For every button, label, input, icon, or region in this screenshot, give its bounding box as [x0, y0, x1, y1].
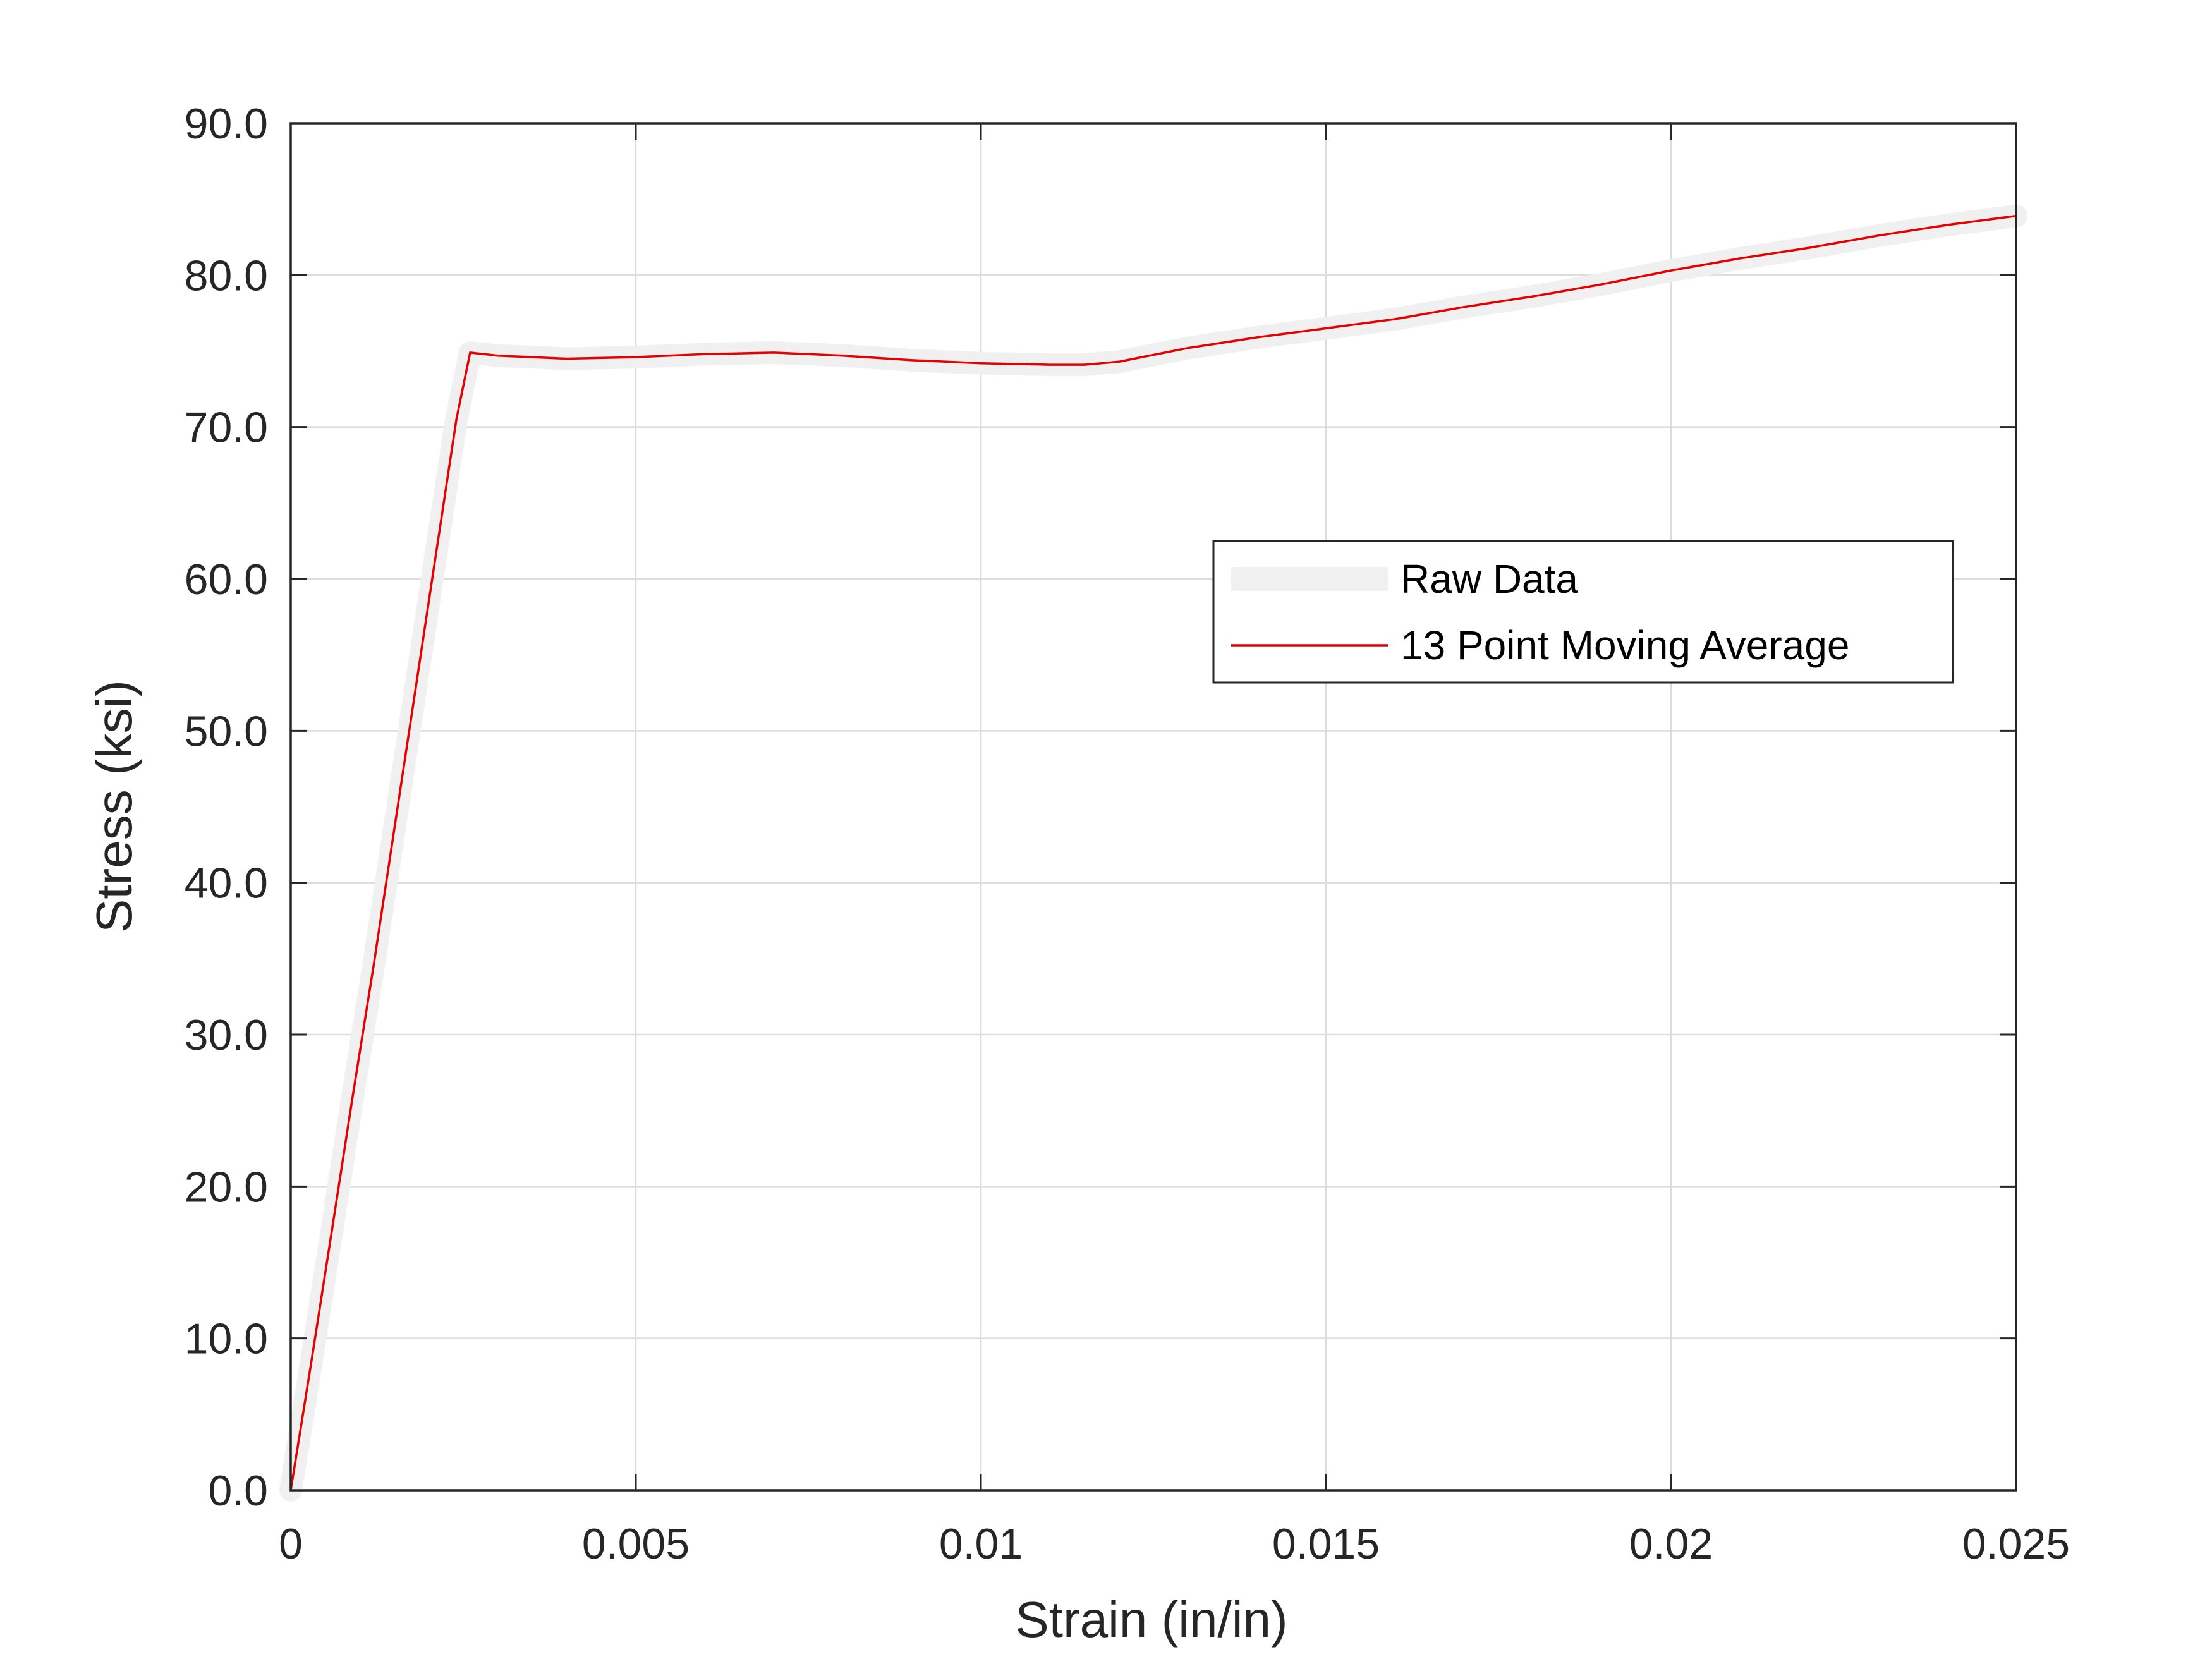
x-tick-label: 0.01 [939, 1520, 1023, 1568]
series-moving-average-line [289, 214, 2017, 1491]
x-tick-label: 0 [279, 1520, 303, 1568]
legend-box [1212, 540, 1954, 684]
series-layer [279, 204, 2027, 1502]
y-tick-label: 0.0 [208, 1467, 268, 1515]
plot-area [291, 123, 2016, 1490]
y-tick-label: 50.0 [185, 707, 268, 755]
axes [289, 122, 2017, 1492]
y-tick-label: 90.0 [185, 100, 268, 148]
y-tick-label: 10.0 [185, 1315, 268, 1363]
x-tick-label: 0.005 [582, 1520, 690, 1568]
y-tick-label: 60.0 [185, 556, 268, 604]
y-tick-label: 80.0 [185, 252, 268, 300]
y-tick-label: 30.0 [185, 1011, 268, 1059]
tick-labels: 0 0.005 0.01 0.015 0.02 0.025 0.0 10.0 20.0 30.0 4… [185, 100, 2070, 1568]
legend-label-moving-average: 13 Point Moving Average [1401, 623, 1849, 668]
legend: Raw Data 13 Point Moving Average [1212, 540, 1954, 684]
y-tick-label: 70.0 [185, 404, 268, 452]
y-tick-label: 20.0 [185, 1163, 268, 1211]
x-tick-label: 0.015 [1272, 1520, 1380, 1568]
x-axis-label: Strain (in/in) [1015, 1591, 1287, 1648]
y-tick-label: 40.0 [185, 860, 268, 908]
legend-label-raw-data: Raw Data [1401, 556, 1578, 602]
x-tick-label: 0.02 [1629, 1520, 1713, 1568]
y-axis-label: Stress (ksi) [86, 680, 142, 933]
x-tick-label: 0.025 [1962, 1520, 2070, 1568]
axes-frame [289, 122, 2017, 1492]
